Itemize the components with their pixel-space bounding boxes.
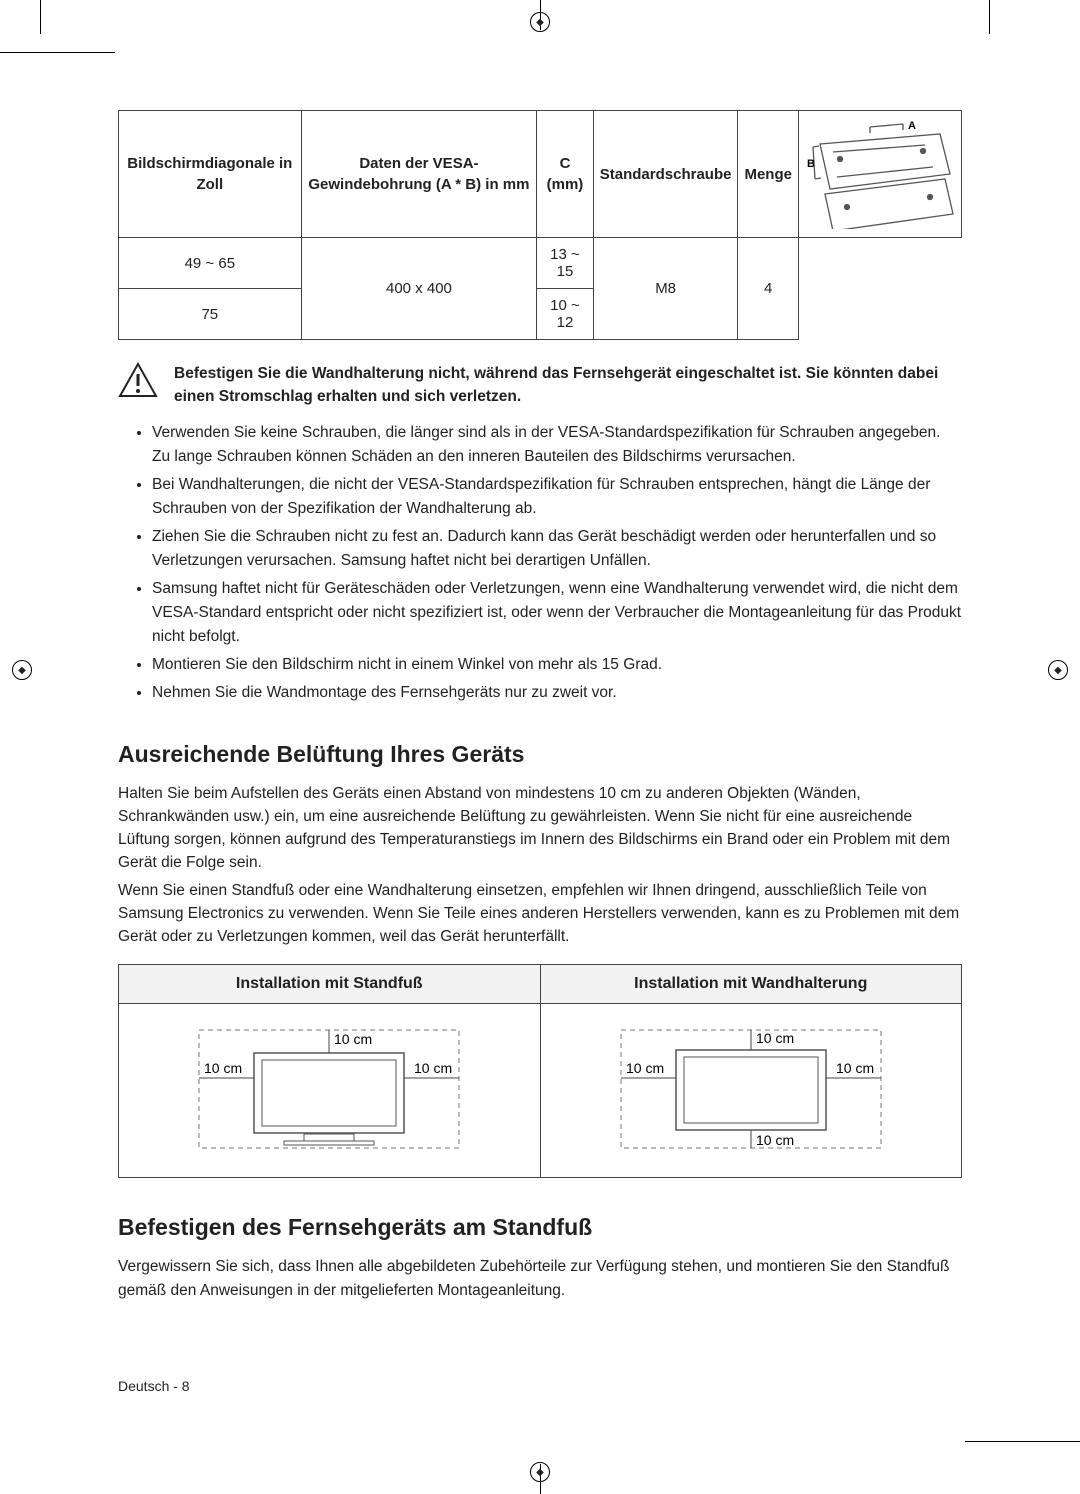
svg-text:10 cm: 10 cm xyxy=(204,1060,242,1076)
svg-text:10 cm: 10 cm xyxy=(334,1031,372,1047)
table-cell: 4 xyxy=(738,238,799,340)
installation-table: Installation mit Standfuß Installation m… xyxy=(118,964,962,1178)
body-paragraph: Wenn Sie einen Standfuß oder eine Wandha… xyxy=(118,879,962,949)
tv-wallmount-diagram-icon: 10 cm 10 cm 10 cm 10 cm xyxy=(596,1018,906,1158)
warning-text: Befestigen Sie die Wandhalterung nicht, … xyxy=(174,362,962,409)
svg-text:10 cm: 10 cm xyxy=(414,1060,452,1076)
svg-text:10 cm: 10 cm xyxy=(756,1030,794,1046)
svg-text:B: B xyxy=(807,158,815,170)
install-diagram-wall: 10 cm 10 cm 10 cm 10 cm xyxy=(540,1004,962,1178)
registration-mark-icon xyxy=(530,1462,550,1482)
list-item: Verwenden Sie keine Schrauben, die länge… xyxy=(152,421,962,469)
install-header-wall: Installation mit Wandhalterung xyxy=(540,965,962,1004)
spec-header-size: Bildschirmdiagonale in Zoll xyxy=(119,111,302,238)
svg-text:A: A xyxy=(908,120,916,132)
bullet-list: Verwenden Sie keine Schrauben, die länge… xyxy=(118,421,962,705)
list-item: Ziehen Sie die Schrauben nicht zu fest a… xyxy=(152,525,962,573)
section-heading-ventilation: Ausreichende Belüftung Ihres Geräts xyxy=(118,741,962,768)
install-diagram-stand: 10 cm 10 cm 10 cm xyxy=(119,1004,541,1178)
svg-text:10 cm: 10 cm xyxy=(626,1060,664,1076)
warning-triangle-icon xyxy=(118,362,158,398)
warning-block: Befestigen Sie die Wandhalterung nicht, … xyxy=(118,362,962,409)
vesa-spec-table: Bildschirmdiagonale in Zoll Daten der VE… xyxy=(118,110,962,340)
list-item: Nehmen Sie die Wandmontage des Fernsehge… xyxy=(152,681,962,705)
list-item: Bei Wandhalterungen, die nicht der VESA-… xyxy=(152,473,962,521)
table-cell: 400 x 400 xyxy=(301,238,537,340)
spec-header-c: C (mm) xyxy=(537,111,594,238)
body-paragraph: Halten Sie beim Aufstellen des Geräts ei… xyxy=(118,782,962,875)
svg-text:10 cm: 10 cm xyxy=(756,1132,794,1148)
vesa-diagram-cell: A B xyxy=(798,111,961,238)
table-cell: 75 xyxy=(119,289,302,340)
page-footer: Deutsch - 8 xyxy=(118,1378,190,1394)
spec-header-qty: Menge xyxy=(738,111,799,238)
spec-header-screw: Standardschraube xyxy=(593,111,738,238)
section-heading-stand: Befestigen des Fernsehgeräts am Standfuß xyxy=(118,1214,962,1241)
table-cell: 13 ~ 15 xyxy=(537,238,594,289)
table-cell: 49 ~ 65 xyxy=(119,238,302,289)
list-item: Montieren Sie den Bildschirm nicht in ei… xyxy=(152,653,962,677)
table-cell: M8 xyxy=(593,238,738,340)
list-item: Samsung haftet nicht für Geräteschäden o… xyxy=(152,577,962,649)
spec-header-vesa: Daten der VESA-Gewindebohrung (A * B) in… xyxy=(301,111,537,238)
vesa-bracket-diagram-icon: A B xyxy=(805,119,955,229)
install-header-stand: Installation mit Standfuß xyxy=(119,965,541,1004)
svg-text:10 cm: 10 cm xyxy=(836,1060,874,1076)
tv-stand-diagram-icon: 10 cm 10 cm 10 cm xyxy=(174,1018,484,1158)
body-paragraph: Vergewissern Sie sich, dass Ihnen alle a… xyxy=(118,1255,962,1302)
table-cell: 10 ~ 12 xyxy=(537,289,594,340)
